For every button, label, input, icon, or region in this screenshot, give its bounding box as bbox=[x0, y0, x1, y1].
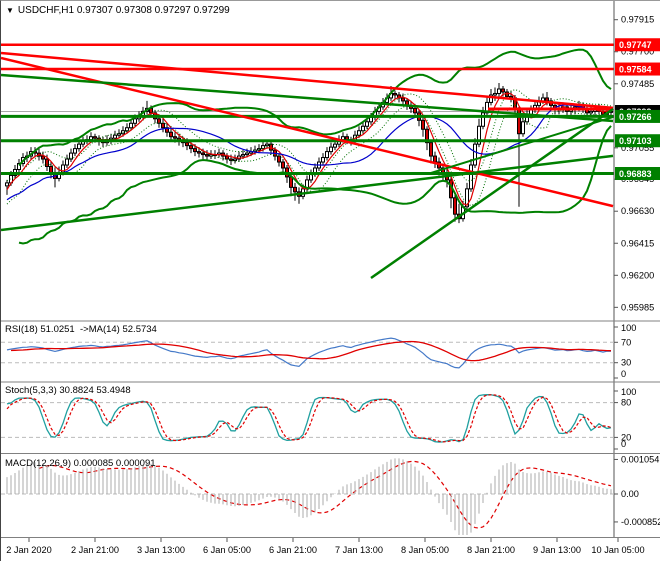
macd-indicator-label: MACD(12,26,9) 0.000085 0.000091 bbox=[5, 458, 156, 469]
svg-text:0.001054: 0.001054 bbox=[621, 454, 659, 464]
svg-text:0.97055: 0.97055 bbox=[621, 143, 654, 153]
svg-text:-0.000852: -0.000852 bbox=[621, 517, 660, 527]
price-badges: 0.977470.975840.972990.972660.971030.968… bbox=[615, 38, 660, 181]
svg-text:0.97266: 0.97266 bbox=[619, 112, 652, 122]
stoch-indicator-label: Stoch(5,3,3) 30.8824 53.4948 bbox=[5, 385, 131, 396]
svg-text:0.95985: 0.95985 bbox=[621, 302, 654, 312]
svg-text:0.97103: 0.97103 bbox=[619, 136, 652, 146]
svg-text:100: 100 bbox=[621, 387, 636, 397]
svg-text:8 Jan 21:00: 8 Jan 21:00 bbox=[467, 545, 515, 555]
svg-text:0.97485: 0.97485 bbox=[621, 79, 654, 89]
svg-text:0.96415: 0.96415 bbox=[621, 238, 654, 248]
svg-text:80: 80 bbox=[621, 398, 631, 408]
svg-text:0.96883: 0.96883 bbox=[619, 169, 652, 179]
svg-text:2 Jan 2020: 2 Jan 2020 bbox=[6, 545, 51, 555]
svg-text:0.97915: 0.97915 bbox=[621, 15, 654, 25]
price-axis[interactable]: 0.979150.977000.974850.970550.968450.966… bbox=[613, 1, 660, 561]
svg-text:0.96200: 0.96200 bbox=[621, 270, 654, 280]
svg-text:0.97584: 0.97584 bbox=[619, 65, 652, 75]
symbol-ohlc-text: USDCHF,H1 0.97307 0.97308 0.97297 0.9729… bbox=[17, 5, 230, 16]
svg-text:0.97700: 0.97700 bbox=[621, 47, 654, 57]
symbol-dropdown-icon[interactable]: ▼ bbox=[6, 5, 14, 15]
svg-text:0.00: 0.00 bbox=[621, 489, 639, 499]
svg-text:0.97747: 0.97747 bbox=[619, 40, 652, 50]
rsi-indicator-label: RSI(18) 51.0251 ->MA(14) 52.5734 bbox=[5, 324, 157, 335]
bollinger-bands bbox=[18, 48, 612, 245]
macd-histogram bbox=[6, 458, 612, 535]
svg-text:0: 0 bbox=[621, 369, 626, 379]
svg-text:100: 100 bbox=[621, 323, 636, 333]
svg-text:7 Jan 13:00: 7 Jan 13:00 bbox=[335, 545, 383, 555]
svg-text:0: 0 bbox=[621, 439, 626, 449]
svg-text:6 Jan 05:00: 6 Jan 05:00 bbox=[203, 545, 251, 555]
svg-text:0.96630: 0.96630 bbox=[621, 206, 654, 216]
trendlines[interactable] bbox=[1, 51, 614, 280]
svg-text:10 Jan 05:00: 10 Jan 05:00 bbox=[591, 545, 644, 555]
svg-text:20: 20 bbox=[621, 432, 631, 442]
chart-title: ▼ USDCHF,H1 0.97307 0.97308 0.97297 0.97… bbox=[6, 5, 230, 16]
svg-text:2 Jan 21:00: 2 Jan 21:00 bbox=[71, 545, 119, 555]
svg-text:9 Jan 13:00: 9 Jan 13:00 bbox=[533, 545, 581, 555]
svg-text:70: 70 bbox=[621, 337, 631, 347]
svg-text:30: 30 bbox=[621, 358, 631, 368]
svg-text:3 Jan 13:00: 3 Jan 13:00 bbox=[137, 545, 185, 555]
time-axis[interactable]: 2 Jan 2020 2 Jan 21:00 3 Jan 13:00 6 Jan 05… bbox=[6, 538, 645, 555]
svg-text:6 Jan 21:00: 6 Jan 21:00 bbox=[269, 545, 317, 555]
candlestick-series bbox=[5, 83, 613, 224]
horizontal-levels[interactable] bbox=[1, 43, 614, 176]
svg-text:8 Jan 05:00: 8 Jan 05:00 bbox=[401, 545, 449, 555]
